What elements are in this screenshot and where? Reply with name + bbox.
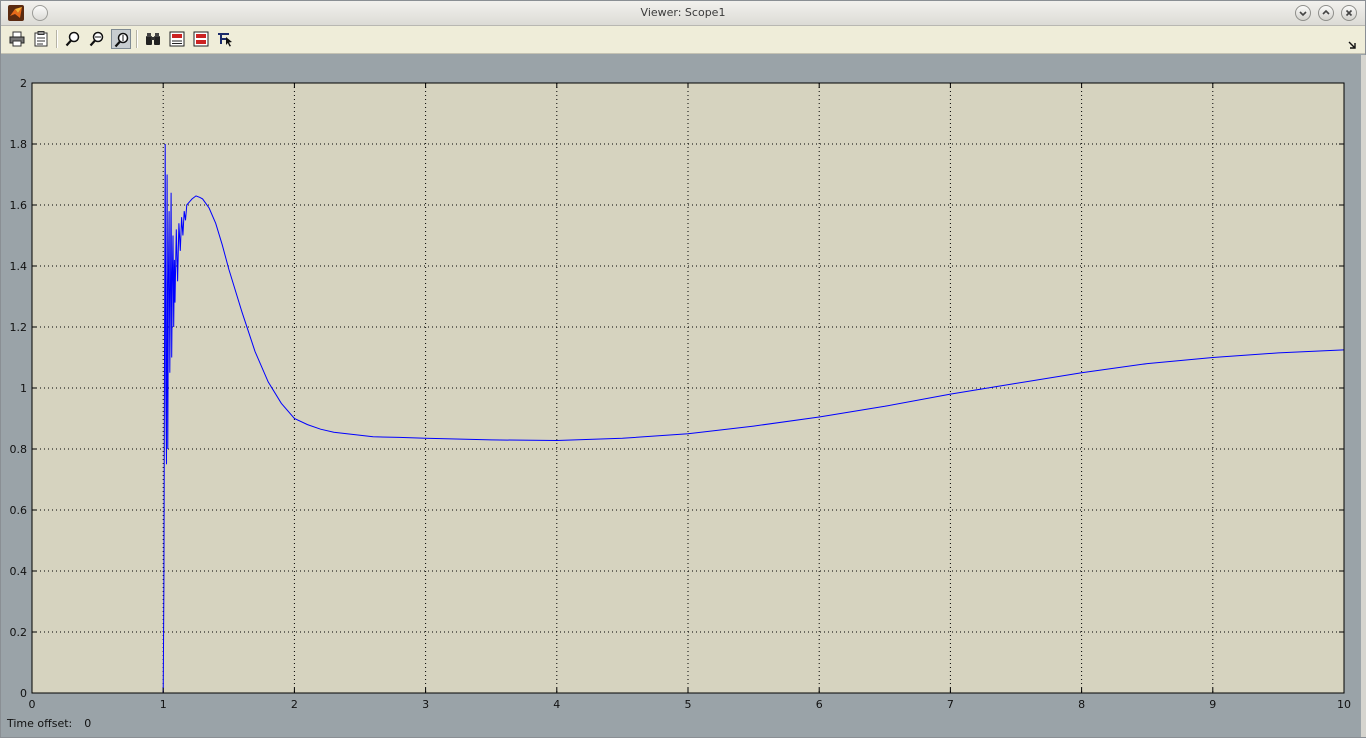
x-tick-label: 1 [160,698,167,711]
matlab-icon[interactable] [8,5,24,21]
zoom-button[interactable] [63,29,83,49]
x-tick-label: 10 [1337,698,1351,711]
save-axes-button[interactable] [167,29,187,49]
y-tick-label: 0.2 [10,626,28,639]
y-tick-label: 0.6 [10,504,28,517]
x-tick-label: 9 [1209,698,1216,711]
x-tick-label: 0 [29,698,36,711]
maximize-button[interactable] [1318,5,1334,21]
signal-trace [32,143,1345,694]
scope-plot-area: 0 1 2 3 4 5 6 7 8 9 10 0 0.2 0.4 0.6 0.8 1 1.2 1.4 1.6 1.8 2 [5,55,1361,737]
minimize-button[interactable] [1295,5,1311,21]
toolbar-separator [136,30,138,48]
resize-grip[interactable] [1361,55,1366,737]
window-menu-icon[interactable] [32,5,48,21]
zoom-y-icon [114,32,129,48]
y-tick-label: 1.6 [10,199,28,212]
y-tick-label: 2 [20,77,27,90]
y-tick-label: 1.4 [10,260,28,273]
print-button[interactable] [7,29,27,49]
signal-selection-button[interactable] [215,29,235,49]
close-button[interactable] [1341,5,1357,21]
scope-plot[interactable]: 0 1 2 3 4 5 6 7 8 9 10 0 0.2 0.4 0.6 0.8 1 1.2 1.4 1.6 1.8 2 [5,55,1361,737]
y-tick-label: 0 [20,687,27,700]
time-offset-value: 0 [84,717,92,730]
y-tick-label: 1.2 [10,321,28,334]
zoom-x-icon [89,31,104,47]
title-bar[interactable]: Viewer: Scope1 [1,1,1365,26]
time-offset-readout: Time offset: 0 [7,717,91,730]
chevron-down-icon [1299,11,1307,17]
close-icon [1345,9,1353,17]
restore-axes-icon [193,31,209,47]
dock-arrow-icon[interactable] [1347,35,1357,49]
toolbar [1,26,1365,54]
zoom-in-icon [65,31,80,47]
autoscale-button[interactable] [143,29,163,49]
x-tick-label: 2 [291,698,298,711]
zoom-y-button[interactable] [111,29,131,49]
grid-lines [32,83,1344,693]
print-icon [9,31,25,47]
time-offset-label: Time offset: [7,717,73,730]
y-tick-label: 1 [20,382,27,395]
zoom-x-button[interactable] [87,29,107,49]
x-tick-label: 7 [947,698,954,711]
binoculars-icon [146,33,160,45]
y-tick-label: 0.4 [10,565,28,578]
window-title: Viewer: Scope1 [640,6,726,19]
y-tick-label: 0.8 [10,443,28,456]
restore-axes-button[interactable] [191,29,211,49]
toolbar-separator [56,30,58,48]
x-tick-label: 3 [422,698,429,711]
chevron-up-icon [1322,9,1330,15]
x-tick-label: 4 [553,698,560,711]
y-tick-label: 1.8 [10,138,28,151]
x-tick-label: 8 [1078,698,1085,711]
parameters-icon [34,31,48,47]
parameters-button[interactable] [31,29,51,49]
x-tick-label: 6 [816,698,823,711]
x-tick-label: 5 [685,698,692,711]
axis-ticks: 0 1 2 3 4 5 6 7 8 9 10 0 0.2 0.4 0.6 0.8 1 1.2 1.4 1.6 1.8 2 [10,77,1352,711]
save-axes-icon [169,31,185,47]
signal-selection-icon [218,33,232,47]
